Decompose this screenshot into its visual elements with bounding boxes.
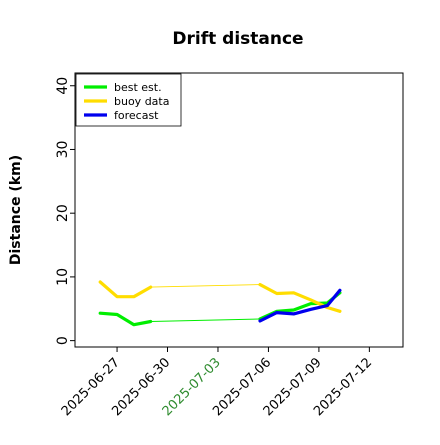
series-buoy-data-segment-2 [150, 284, 261, 288]
legend-label-forecast: forecast [114, 109, 159, 122]
series-buoy-data-segment-1 [98, 280, 153, 299]
y-axis-label: Distance (km) [8, 155, 24, 265]
y-tick-label: 0 [55, 336, 71, 345]
series-buoy-data-segment-3 [258, 283, 342, 313]
y-tick-label: 20 [55, 204, 71, 222]
y-tick-label: 40 [55, 77, 71, 95]
legend-label-best-est: best est. [114, 81, 162, 94]
plot-area [98, 280, 342, 327]
series-best-est-segment-1 [98, 311, 153, 327]
series-forecast-segment-1 [258, 288, 342, 323]
plot-frame [74, 72, 404, 348]
y-tick-label: 10 [55, 268, 71, 286]
y-tick-label: 30 [55, 141, 71, 159]
legend-label-buoy-data: buoy data [114, 95, 169, 108]
series-best-est-segment-2 [150, 318, 261, 322]
axes: 0102030402025-06-272025-06-302025-07-032… [55, 77, 375, 419]
chart-title: Drift distance [172, 29, 303, 49]
